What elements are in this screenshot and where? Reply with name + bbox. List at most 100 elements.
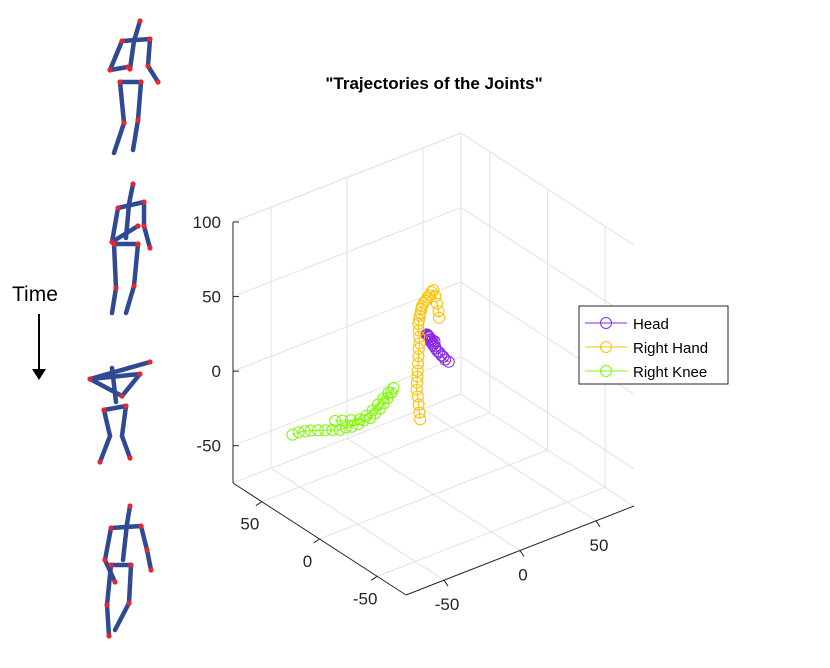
data-point-right-hand [413,330,426,343]
grid-layer [232,132,635,581]
data-point-right-knee [351,418,364,431]
data-point-right-hand [411,364,424,377]
data-point-right-hand [412,350,425,363]
axis-layer [232,221,635,596]
data-point-right-hand [413,337,426,350]
data-point-head [439,353,452,366]
y-tick-label: -50 [353,589,378,608]
data-point-right-knee [369,407,381,420]
z-tick-label: 50 [202,288,221,307]
tick-labels: -50 0 50 -50 0 50 -50 0 50 100 [193,213,609,614]
y-tick [370,575,378,581]
data-point-right-hand [427,284,440,297]
data-point-right-hand [433,311,445,324]
trajectory-chart: "Trajectories of the Joints" -50 0 50 -50 0 5… [193,74,729,614]
series-layer [286,284,455,441]
floor-grid-line [319,449,548,540]
data-point-right-hand [430,297,443,310]
data-point-head [433,346,446,359]
x-tick [519,550,525,557]
side-wall-grid-line [460,356,635,470]
y-tick [313,538,320,544]
skeleton-limbs [109,181,153,316]
legend-entry-right-knee: Right Knee [585,364,707,381]
x-tick-label: 0 [518,566,527,585]
data-point-right-knee [336,414,349,427]
legend-marker-right-knee [600,365,612,377]
skeleton-joints [109,181,153,291]
box-edge [460,393,635,507]
data-point-right-hand [411,390,424,403]
x-tick [443,579,449,587]
series-right-hand [410,284,445,426]
box-edge [232,132,462,223]
y-tick-label: 0 [303,552,312,571]
series-line-head [426,333,449,363]
z-tick-label: 0 [212,362,221,381]
legend-entry-head: Head [585,316,669,333]
data-point-right-hand [412,357,425,370]
skeleton-joints [102,503,154,639]
data-point-right-knee [286,428,299,441]
legend-label-right-knee: Right Knee [633,364,707,381]
data-point-right-knee [326,424,339,436]
x-tick [595,520,601,528]
data-point-head [426,334,439,347]
chart-title: "Trajectories of the Joints" [325,74,542,93]
skeleton-pose-3 [87,359,153,465]
data-point-right-hand [410,383,423,396]
data-point-right-knee [329,415,342,427]
data-point-right-hand [413,406,426,419]
x-tick-label: -50 [435,595,460,614]
skeleton-joints [87,359,153,465]
data-point-right-knee [292,426,305,439]
data-point-right-knee [360,409,373,422]
data-point-right-hand [411,376,423,389]
data-point-head [428,335,441,348]
data-point-right-knee [319,424,332,437]
skeleton-joints [107,18,161,126]
y-tick [255,501,263,507]
z-tick-label: 100 [193,213,221,232]
side-wall-grid-line [460,207,635,320]
data-point-right-knee [312,424,324,437]
legend: Head Right Hand Right Knee [578,305,729,385]
floor-grid-line [261,412,491,503]
data-point-right-knee [387,382,400,394]
data-point-right-hand [412,342,425,355]
legend-label-head: Head [633,316,669,333]
legend-marker-head [600,317,612,329]
data-point-right-knee [345,420,358,433]
data-point-right-hand [429,290,442,303]
data-point-right-hand [414,413,427,426]
data-point-right-knee [345,414,357,427]
data-point-right-hand [413,313,425,326]
box-edge [460,132,635,246]
skeleton-pose-4 [102,503,154,639]
skeleton-limbs [87,359,153,465]
y-tick-label: 50 [240,515,259,534]
data-point-right-hand [425,286,438,298]
data-point-right-knee [304,424,317,437]
skeleton-limbs [107,18,161,156]
skeleton-pose-1 [107,18,161,156]
series-head [420,328,455,368]
skeleton-limbs [102,503,154,639]
data-point-right-hand [432,305,445,318]
floor-grid-line [376,486,606,577]
legend-marker-right-hand [600,341,612,353]
data-point-head [435,349,448,362]
z-tick-label: -50 [196,437,221,456]
legend-entry-right-hand: Right Hand [585,340,708,357]
back-wall-grid-line [232,207,462,298]
skeleton-pose-2 [109,181,153,316]
series-right-knee [286,382,400,441]
data-point-right-hand [411,370,424,383]
legend-label-right-hand: Right Hand [633,340,708,357]
time-label: Time [12,283,58,306]
data-point-right-hand [412,398,425,411]
data-point-right-knee [298,425,311,438]
data-point-right-knee [353,413,366,426]
time-arrow-down-icon [32,314,46,380]
